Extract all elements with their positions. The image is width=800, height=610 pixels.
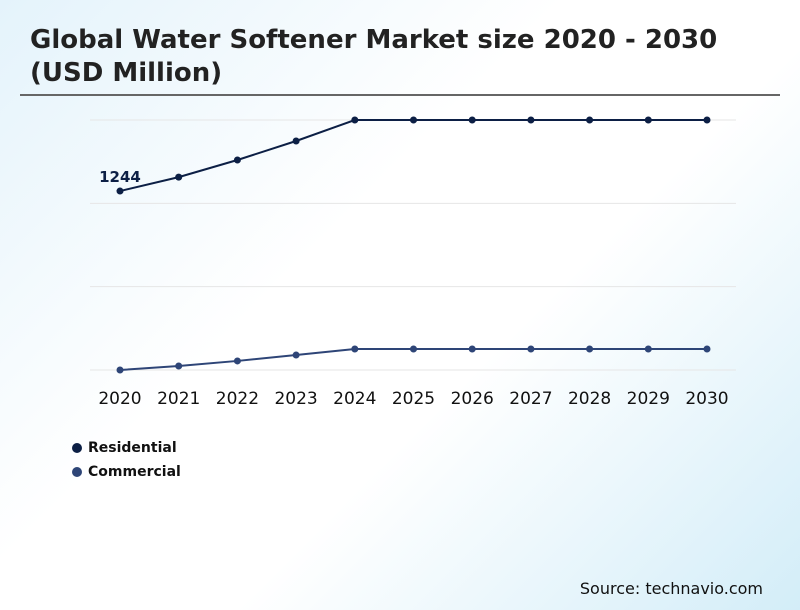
data-point (351, 116, 359, 124)
data-point (292, 137, 300, 145)
x-tick-label: 2023 (274, 389, 317, 409)
data-point (410, 116, 417, 124)
x-tick-label: 2024 (333, 389, 376, 409)
data-point (233, 156, 241, 164)
legend-marker-icon (72, 467, 82, 477)
data-point (644, 345, 652, 353)
x-tick-label: 2029 (627, 389, 670, 409)
data-point (292, 351, 300, 359)
x-tick-label: 2022 (216, 389, 259, 409)
data-point (703, 116, 711, 124)
data-point (468, 116, 476, 124)
series-line-residential (119, 119, 707, 193)
x-tick-label: 2027 (509, 389, 552, 409)
x-tick-label: 2030 (685, 389, 728, 409)
data-point (175, 173, 183, 181)
data-label: 1244 (99, 168, 141, 186)
x-tick-label: 2025 (392, 389, 435, 409)
legend-item-residential[interactable]: Residential (72, 436, 181, 460)
x-tick-label: 2020 (98, 389, 141, 409)
legend-marker-icon (72, 443, 82, 453)
data-point (233, 357, 241, 365)
data-point (116, 187, 124, 195)
data-point (703, 345, 711, 353)
line-chart: 2020 2021 2022 2023 2024 2025 2026 2027 2028 2029… (90, 116, 736, 409)
chart-title: Global Water Softener Market size 2020 -… (30, 25, 718, 88)
legend-label: Residential (88, 440, 177, 456)
legend: Residential Commercial (72, 436, 181, 484)
legend-label: Commercial (88, 464, 181, 480)
data-point (351, 345, 359, 353)
data-point (644, 116, 652, 124)
data-point (116, 366, 124, 374)
data-point (586, 345, 594, 353)
x-tick-label: 2026 (451, 389, 494, 409)
data-point (468, 345, 476, 353)
x-tick-label: 2028 (568, 389, 611, 409)
source-credit: Source: technavio.com (579, 579, 763, 598)
legend-item-commercial[interactable]: Commercial (72, 460, 181, 484)
data-point (586, 116, 594, 124)
title-divider (20, 94, 780, 96)
data-point (410, 345, 417, 353)
x-tick-label: 2021 (157, 389, 200, 409)
data-point (527, 345, 535, 353)
data-point (175, 362, 183, 370)
data-point (527, 116, 535, 124)
